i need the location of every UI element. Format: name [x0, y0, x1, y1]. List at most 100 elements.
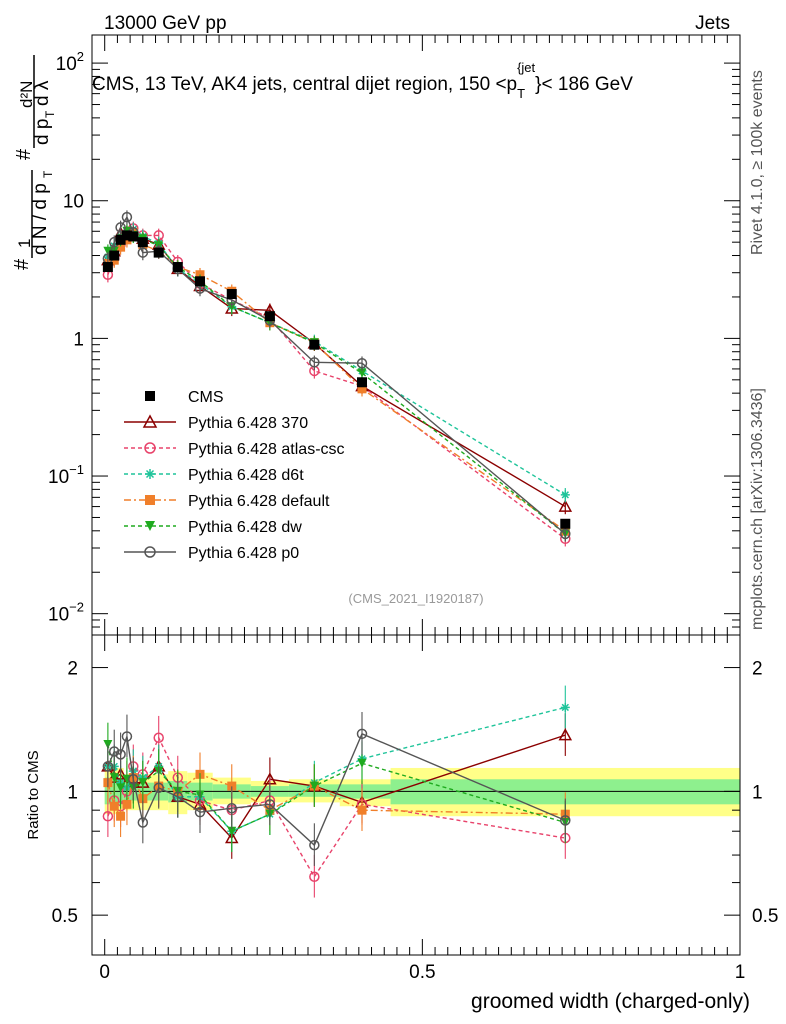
series-line — [107, 231, 566, 532]
ratio-point — [102, 810, 114, 822]
data-point — [128, 231, 139, 242]
legend-entry: Pythia 6.428 p0 — [124, 545, 299, 562]
x-tick-label: 1 — [735, 962, 746, 983]
ratio-y-ticks: 0.5 0.5 1 1 2 2 — [52, 659, 778, 956]
data-point — [560, 518, 571, 529]
series-cms — [102, 230, 571, 529]
ratio-point — [309, 781, 319, 791]
legend: CMS Pythia 6.428 370 Pythia 6.428 atlas-cs… — [124, 389, 345, 562]
legend-marker — [142, 414, 158, 428]
ratio-line — [107, 736, 566, 879]
x-tick-label: 0.5 — [409, 962, 435, 983]
data-point — [356, 357, 368, 369]
data-point — [357, 384, 367, 394]
ratio-point — [226, 802, 238, 814]
title-subscript: T — [517, 86, 525, 101]
data-point — [102, 262, 113, 273]
legend-label: Pythia 6.428 p0 — [188, 545, 299, 562]
legend-label: CMS — [188, 389, 224, 406]
svg-text:d²N: d²N — [17, 81, 36, 108]
data-point — [116, 242, 126, 252]
data-point — [357, 377, 367, 388]
svg-text:d p: d p — [32, 119, 53, 145]
legend-marker — [145, 495, 155, 505]
ratio-point — [108, 746, 120, 757]
reference-label: (CMS_2021_I1920187) — [348, 591, 483, 606]
data-point — [195, 276, 205, 287]
ratio-point — [227, 826, 237, 836]
legend-entry: Pythia 6.428 default — [124, 493, 330, 510]
series-line — [107, 215, 566, 535]
data-point — [153, 247, 164, 258]
data-point — [560, 490, 570, 500]
data-point — [309, 339, 320, 350]
data-point — [115, 222, 126, 233]
main-y-tick-label: 1 — [73, 329, 84, 350]
legend-entry: Pythia 6.428 d6t — [124, 467, 304, 484]
legend-label: Pythia 6.428 dw — [188, 519, 302, 536]
category-label: Jets — [695, 13, 730, 34]
svg-text:#: # — [13, 148, 35, 160]
data-point — [121, 230, 132, 241]
main-y-axis-label: # 1 d N / d p T # d²N d p T d λ — [11, 55, 57, 270]
ratio-y-tick-label: 1 — [67, 782, 78, 803]
ratio-point — [172, 791, 184, 803]
data-point — [115, 234, 126, 245]
ratio-point — [227, 781, 237, 791]
svg-text:d N / d p: d N / d p — [30, 183, 51, 255]
ratio-point — [194, 806, 206, 818]
data-point — [137, 237, 148, 248]
legend-entry: Pythia 6.428 370 — [124, 414, 308, 432]
data-point — [103, 246, 113, 256]
legend-marker — [145, 469, 155, 479]
svg-text:d λ: d λ — [32, 80, 53, 106]
main-y-tick-label: 10−2 — [48, 600, 84, 626]
ratio-point — [153, 782, 164, 794]
ratio-panel: 0.5 0.51 12 2 0 0.5 1 Ratio to CMS groomed wi… — [25, 35, 778, 1013]
main-panel: 10−2 10−1 1 10 102 CMS, 13 TeV, AK4 jets, ce… — [48, 34, 741, 636]
ratio-y-axis-label: Ratio to CMS — [25, 750, 42, 839]
main-y-tick-exponent: −1 — [69, 462, 84, 477]
series-line — [107, 230, 566, 535]
legend-label: Pythia 6.428 d6t — [188, 467, 304, 484]
main-y-tick-label: 10−1 — [48, 462, 84, 488]
ratio-point — [102, 761, 114, 772]
data-point — [357, 368, 367, 378]
main-y-tick-label: 102 — [56, 49, 84, 75]
ratio-point — [356, 728, 368, 740]
data-point — [226, 289, 237, 300]
legend-marker — [144, 546, 156, 558]
main-y-tick-label: 10 — [63, 192, 84, 213]
legend-marker — [144, 442, 156, 454]
x-axis-label: groomed width (charged-only) — [471, 990, 750, 1013]
x-ticks: 0 0.5 1 — [99, 35, 745, 983]
ratio-point — [122, 799, 132, 809]
ratio-point — [357, 758, 367, 768]
ratio-point — [109, 801, 119, 811]
ratio-point — [558, 728, 573, 741]
ratio-point — [121, 731, 133, 742]
ratio-point — [357, 805, 367, 815]
data-point — [309, 357, 320, 368]
ratio-point — [116, 783, 126, 793]
ratio-point — [137, 817, 149, 828]
x-tick-label: 0 — [99, 962, 110, 983]
rivet-version-label: Rivet 4.1.0, ≥ 100k events — [749, 70, 766, 255]
data-point — [172, 262, 183, 273]
ratio-y-tick-label-right: 0.5 — [752, 906, 778, 927]
ratio-point — [560, 815, 571, 826]
ratio-series — [101, 685, 573, 898]
data-point — [558, 499, 573, 512]
svg-text:1: 1 — [15, 239, 34, 248]
legend-marker — [145, 521, 155, 531]
data-point — [109, 250, 120, 261]
ratio-point — [116, 811, 126, 821]
title-main: CMS, 13 TeV, AK4 jets, central dijet reg… — [92, 74, 517, 95]
legend-label: Pythia 6.428 370 — [188, 415, 308, 432]
legend-entry: CMS — [145, 389, 224, 406]
legend-entry: Pythia 6.428 dw — [124, 519, 302, 536]
title-superscript: {jet — [517, 60, 535, 75]
ratio-y-tick-label: 2 — [67, 659, 78, 680]
ratio-point — [309, 839, 320, 851]
ratio-point — [153, 732, 164, 744]
